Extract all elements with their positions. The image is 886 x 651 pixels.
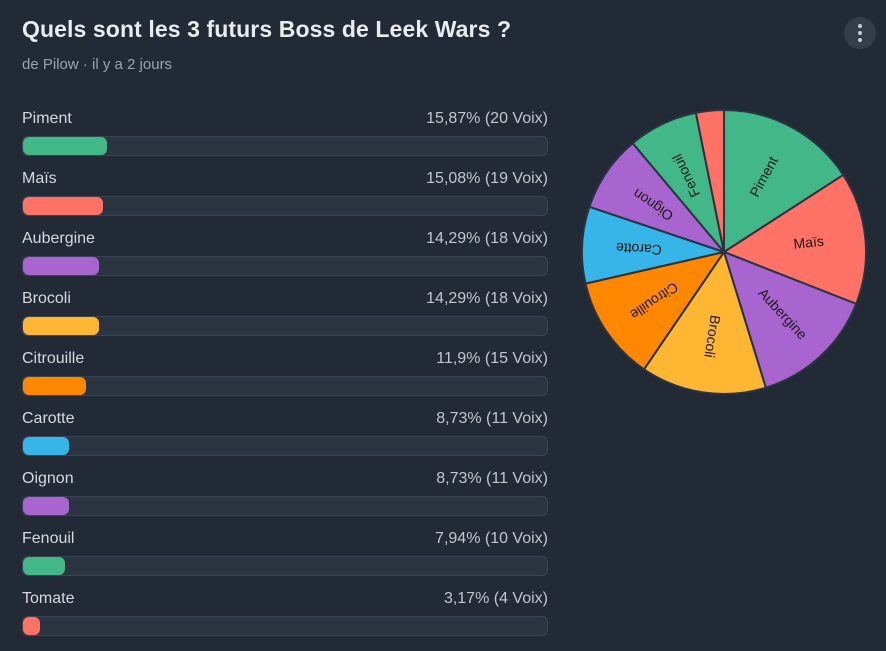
option-progress-fill bbox=[23, 137, 108, 155]
option-label: Aubergine bbox=[22, 230, 95, 247]
option-progress-fill bbox=[23, 497, 70, 515]
option-vote-count: 3,17% (4 Voix) bbox=[443, 590, 548, 607]
option-progress-fill bbox=[23, 617, 40, 635]
option-progress-track bbox=[22, 376, 548, 396]
option-progress-track bbox=[22, 436, 548, 456]
option-progress-track bbox=[22, 496, 548, 516]
more-options-button[interactable] bbox=[844, 17, 876, 49]
pie-slice-8 bbox=[694, 108, 725, 253]
poll-option-6[interactable]: Oignon 8,73% (11 Voix) bbox=[22, 470, 548, 520]
option-progress-fill bbox=[23, 317, 99, 335]
option-progress-fill bbox=[23, 197, 103, 215]
poll-option-5[interactable]: Carotte 8,73% (11 Voix) bbox=[22, 410, 548, 460]
option-vote-count: 8,73% (11 Voix) bbox=[436, 410, 548, 427]
option-vote-count: 14,29% (18 Voix) bbox=[426, 290, 548, 307]
pie-slice-4 bbox=[584, 250, 727, 371]
poll-pie-chart: Piment Maïs Aubergine Brocoli Citrouille Caro… bbox=[578, 106, 870, 398]
option-progress-track bbox=[22, 256, 548, 276]
option-progress-track bbox=[22, 556, 548, 576]
more-vertical-icon-dot bbox=[858, 38, 862, 42]
pie-slice-0 bbox=[723, 108, 845, 254]
pie-slice-2 bbox=[722, 250, 858, 389]
poll-option-2[interactable]: Aubergine 14,29% (18 Voix) bbox=[22, 230, 548, 280]
poll-option-3[interactable]: Brocoli 14,29% (18 Voix) bbox=[22, 290, 548, 340]
option-vote-count: 15,87% (20 Voix) bbox=[426, 110, 548, 127]
option-label: Citrouille bbox=[22, 350, 85, 367]
option-label: Maïs bbox=[22, 170, 57, 187]
option-progress-track bbox=[22, 316, 548, 336]
more-vertical-icon bbox=[858, 24, 862, 28]
option-vote-count: 14,29% (18 Voix) bbox=[426, 230, 548, 247]
option-progress-fill bbox=[23, 557, 65, 575]
option-progress-fill bbox=[23, 257, 99, 275]
poll-option-8[interactable]: Tomate 3,17% (4 Voix) bbox=[22, 590, 548, 640]
more-vertical-icon-dot bbox=[858, 31, 862, 35]
option-vote-count: 11,9% (15 Voix) bbox=[436, 350, 548, 367]
option-progress-track bbox=[22, 616, 548, 636]
pie-chart-svg: PimentMaïsAubergineBrocoliCitrouilleCaro… bbox=[581, 108, 867, 395]
pie-slice-3 bbox=[642, 249, 768, 395]
option-progress-track bbox=[22, 136, 548, 156]
option-label: Piment bbox=[22, 110, 72, 127]
option-vote-count: 7,94% (10 Voix) bbox=[435, 530, 548, 547]
poll-subtitle: de Pilow · il y a 2 jours bbox=[22, 56, 173, 73]
poll-option-7[interactable]: Fenouil 7,94% (10 Voix) bbox=[22, 530, 548, 580]
pie-slice-1 bbox=[721, 173, 867, 306]
option-progress-fill bbox=[23, 377, 86, 395]
option-progress-track bbox=[22, 196, 548, 216]
poll-option-1[interactable]: Maïs 15,08% (19 Voix) bbox=[22, 170, 548, 220]
pie-slice-label-5: Carotte bbox=[615, 240, 662, 258]
poll-title: Quels sont les 3 futurs Boss de Leek War… bbox=[22, 16, 512, 42]
option-progress-fill bbox=[23, 437, 70, 455]
option-label: Tomate bbox=[22, 590, 75, 607]
poll-option-4[interactable]: Citrouille 11,9% (15 Voix) bbox=[22, 350, 548, 400]
pie-slice-label-1: Maïs bbox=[793, 233, 825, 252]
pie-slice-label-3: Brocoli bbox=[701, 314, 723, 359]
option-vote-count: 8,73% (11 Voix) bbox=[436, 470, 548, 487]
option-label: Brocoli bbox=[22, 290, 71, 307]
option-label: Fenouil bbox=[22, 530, 75, 547]
option-label: Oignon bbox=[22, 470, 74, 487]
option-label: Carotte bbox=[22, 410, 75, 427]
option-vote-count: 15,08% (19 Voix) bbox=[426, 170, 548, 187]
poll-option-0[interactable]: Piment 15,87% (20 Voix) bbox=[22, 110, 548, 160]
